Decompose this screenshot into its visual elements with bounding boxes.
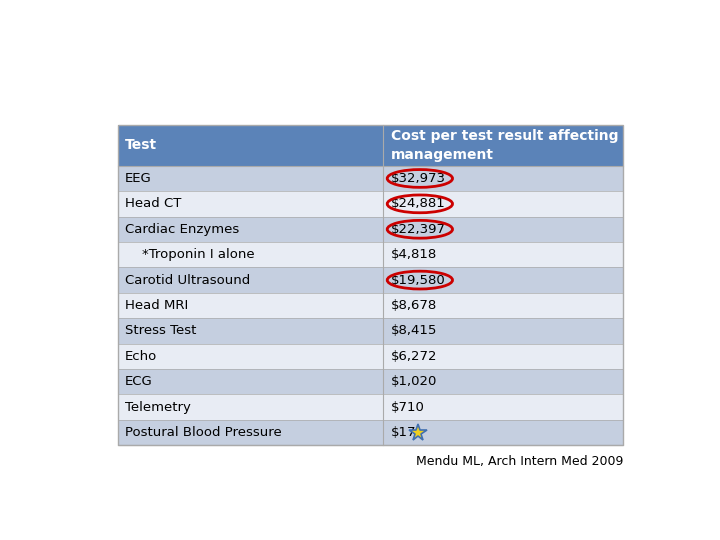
Text: $8,678: $8,678 — [392, 299, 438, 312]
FancyBboxPatch shape — [118, 420, 623, 446]
FancyBboxPatch shape — [118, 343, 623, 369]
Text: $6,272: $6,272 — [392, 350, 438, 363]
Text: Mendu ML, Arch Intern Med 2009: Mendu ML, Arch Intern Med 2009 — [415, 455, 623, 468]
FancyBboxPatch shape — [118, 217, 623, 242]
Text: ECG: ECG — [125, 375, 153, 388]
FancyBboxPatch shape — [118, 242, 623, 267]
Text: Postural Blood Pressure: Postural Blood Pressure — [125, 426, 282, 439]
Text: Test: Test — [125, 138, 157, 152]
Text: $710: $710 — [392, 401, 426, 414]
Text: Carotid Ultrasound: Carotid Ultrasound — [125, 274, 250, 287]
Text: *Troponin I alone: *Troponin I alone — [125, 248, 254, 261]
Text: $17: $17 — [392, 426, 417, 439]
Text: Telemetry: Telemetry — [125, 401, 191, 414]
FancyBboxPatch shape — [118, 293, 623, 318]
FancyBboxPatch shape — [118, 166, 623, 191]
Text: Head CT: Head CT — [125, 197, 181, 211]
Text: $19,580: $19,580 — [392, 274, 446, 287]
FancyBboxPatch shape — [118, 369, 623, 394]
Text: Cardiac Enzymes: Cardiac Enzymes — [125, 223, 239, 236]
FancyBboxPatch shape — [118, 191, 623, 217]
Text: Cost per test result affecting
management: Cost per test result affecting managemen… — [392, 129, 618, 161]
Text: $8,415: $8,415 — [392, 325, 438, 338]
FancyBboxPatch shape — [118, 394, 623, 420]
Text: Head MRI: Head MRI — [125, 299, 188, 312]
FancyBboxPatch shape — [118, 318, 623, 343]
Text: Echo: Echo — [125, 350, 157, 363]
Text: Stress Test: Stress Test — [125, 325, 196, 338]
Text: $4,818: $4,818 — [392, 248, 438, 261]
Text: EEG: EEG — [125, 172, 151, 185]
FancyBboxPatch shape — [118, 267, 623, 293]
Text: $24,881: $24,881 — [392, 197, 446, 211]
FancyBboxPatch shape — [118, 125, 623, 166]
Text: $1,020: $1,020 — [392, 375, 438, 388]
Text: $22,397: $22,397 — [392, 223, 446, 236]
Text: $32,973: $32,973 — [392, 172, 446, 185]
